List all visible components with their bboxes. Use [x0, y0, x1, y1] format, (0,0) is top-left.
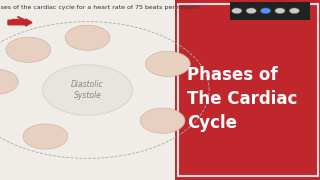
Circle shape: [275, 8, 285, 14]
Circle shape: [260, 8, 271, 14]
Circle shape: [23, 124, 68, 149]
Circle shape: [65, 25, 110, 50]
FancyBboxPatch shape: [175, 0, 320, 180]
Circle shape: [6, 37, 51, 62]
FancyBboxPatch shape: [230, 2, 310, 20]
FancyBboxPatch shape: [0, 0, 175, 180]
Circle shape: [289, 8, 300, 14]
Polygon shape: [43, 65, 132, 115]
Text: The phases of the cardiac cycle for a heart rate of 75 beats per minute: The phases of the cardiac cycle for a he…: [0, 5, 200, 10]
Circle shape: [246, 8, 256, 14]
Text: Phases of
The Cardiac
Cycle: Phases of The Cardiac Cycle: [187, 66, 297, 132]
Circle shape: [146, 51, 190, 76]
Text: Diastolic
Systole: Diastolic Systole: [71, 80, 104, 100]
Circle shape: [140, 108, 185, 133]
FancyArrow shape: [8, 19, 32, 26]
Circle shape: [232, 8, 242, 14]
Circle shape: [0, 69, 18, 94]
